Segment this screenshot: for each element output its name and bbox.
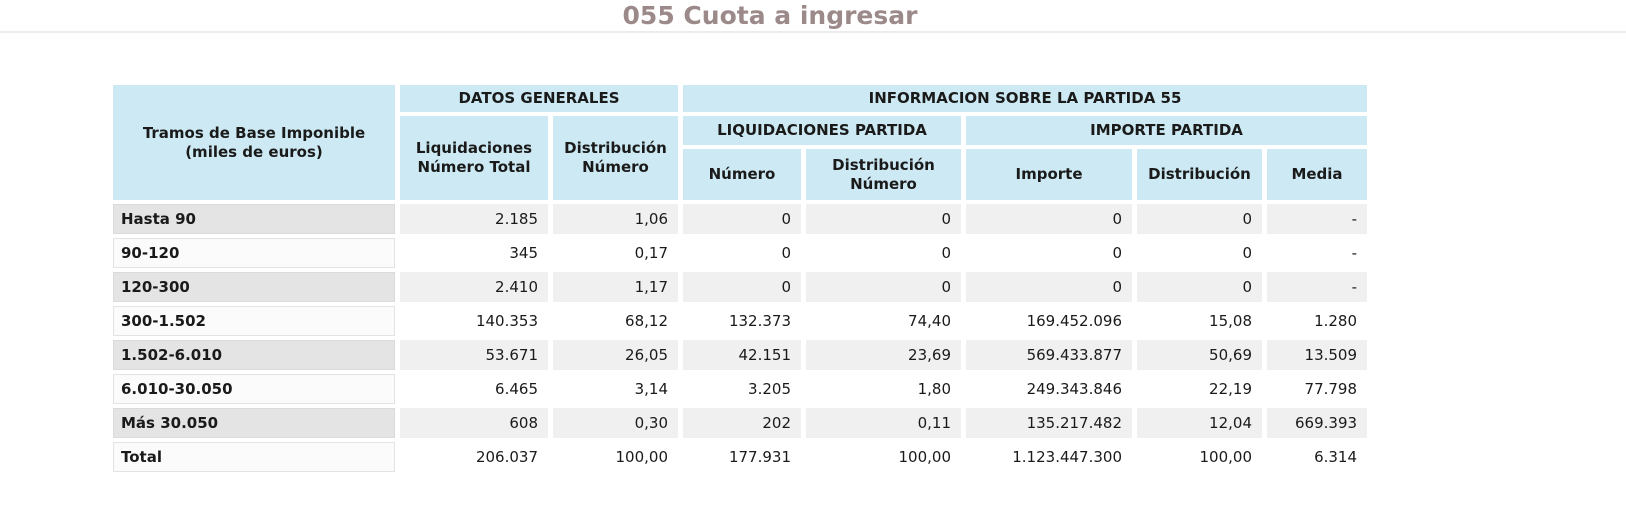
data-cell: 3.205 <box>683 374 801 404</box>
data-cell: 100,00 <box>806 442 961 472</box>
data-cell: 249.343.846 <box>966 374 1132 404</box>
table-row: Hasta 90 2.185 1,06 0 0 0 0 - <box>113 204 1368 234</box>
row-dimension-header-line1: Tramos de Base Imponible <box>142 123 366 142</box>
header-row-groups: Tramos de Base Imponible (miles de euros… <box>113 85 1368 200</box>
data-cell: 1,06 <box>553 204 678 234</box>
data-cell: 68,12 <box>553 306 678 336</box>
data-cell: 77.798 <box>1267 374 1368 404</box>
row-label: 300-1.502 <box>113 306 395 336</box>
data-cell: - <box>1267 272 1368 302</box>
column-header-liquidaciones-numero-total: Liquidaciones Número Total <box>400 116 548 200</box>
statistics-table: Tramos de Base Imponible (miles de euros… <box>108 81 1372 476</box>
data-cell: 140.353 <box>400 306 548 336</box>
data-cell: 345 <box>400 238 548 268</box>
row-dimension-header-line2: (miles de euros) <box>185 142 323 161</box>
table-row: 300-1.502 140.353 68,12 132.373 74,40 16… <box>113 306 1368 336</box>
table-row: 6.010-30.050 6.465 3,14 3.205 1,80 249.3… <box>113 374 1368 404</box>
row-label: 120-300 <box>113 272 395 302</box>
data-cell: 608 <box>400 408 548 438</box>
header-row-columns: Número Distribución Número Importe Distr… <box>113 149 1368 200</box>
data-cell: 6.465 <box>400 374 548 404</box>
data-cell: - <box>1267 238 1368 268</box>
data-cell: 74,40 <box>806 306 961 336</box>
table-row: 90-120 345 0,17 0 0 0 0 - <box>113 238 1368 268</box>
table-row: Más 30.050 608 0,30 202 0,11 135.217.482… <box>113 408 1368 438</box>
data-cell: 0 <box>1137 272 1262 302</box>
data-cell: 0 <box>1137 204 1262 234</box>
data-cell: 23,69 <box>806 340 961 370</box>
row-label: 6.010-30.050 <box>113 374 395 404</box>
data-cell: 13.509 <box>1267 340 1368 370</box>
row-label: Total <box>113 442 395 472</box>
data-cell: 206.037 <box>400 442 548 472</box>
table-row-total: Total 206.037 100,00 177.931 100,00 1.12… <box>113 442 1368 472</box>
row-label: Hasta 90 <box>113 204 395 234</box>
data-cell: 2.410 <box>400 272 548 302</box>
data-cell: 0 <box>683 272 801 302</box>
data-cell: 669.393 <box>1267 408 1368 438</box>
row-label: 90-120 <box>113 238 395 268</box>
table-row: 1.502-6.010 53.671 26,05 42.151 23,69 56… <box>113 340 1368 370</box>
data-cell: 26,05 <box>553 340 678 370</box>
data-cell: 50,69 <box>1137 340 1262 370</box>
column-header-distribucion-numero: Distribución Número <box>553 116 678 200</box>
subgroup-header-liquidaciones-partida: LIQUIDACIONES PARTIDA <box>683 116 961 145</box>
header-row-subgroups: Liquidaciones Número Total Distribución … <box>113 116 1368 200</box>
subgroup-header-importe-partida: IMPORTE PARTIDA <box>966 116 1368 145</box>
data-cell: 100,00 <box>1137 442 1262 472</box>
row-label: Más 30.050 <box>113 408 395 438</box>
data-cell: 6.314 <box>1267 442 1368 472</box>
data-cell: 0,11 <box>806 408 961 438</box>
data-cell: 0,17 <box>553 238 678 268</box>
group-header-datos-generales: DATOS GENERALES <box>400 85 678 112</box>
data-cell: 132.373 <box>683 306 801 336</box>
data-cell: 569.433.877 <box>966 340 1132 370</box>
data-cell: 53.671 <box>400 340 548 370</box>
data-cell: 0 <box>806 238 961 268</box>
data-cell: 0 <box>1137 238 1262 268</box>
data-cell: 135.217.482 <box>966 408 1132 438</box>
data-cell: 0 <box>683 238 801 268</box>
group-header-informacion-partida-55: INFORMACION SOBRE LA PARTIDA 55 <box>683 85 1368 112</box>
row-label: 1.502-6.010 <box>113 340 395 370</box>
data-cell: 2.185 <box>400 204 548 234</box>
data-cell: 1,80 <box>806 374 961 404</box>
data-cell: 1.123.447.300 <box>966 442 1132 472</box>
data-cell: 0 <box>683 204 801 234</box>
data-cell: - <box>1267 204 1368 234</box>
data-cell: 0 <box>966 238 1132 268</box>
data-cell: 1.280 <box>1267 306 1368 336</box>
data-cell: 22,19 <box>1137 374 1262 404</box>
page-title: 055 Cuota a ingresar <box>622 1 918 30</box>
table-row: 120-300 2.410 1,17 0 0 0 0 - <box>113 272 1368 302</box>
data-cell: 3,14 <box>553 374 678 404</box>
data-cell: 0,30 <box>553 408 678 438</box>
column-header-importe: Importe <box>966 149 1132 200</box>
data-cell: 0 <box>806 272 961 302</box>
data-cell: 12,04 <box>1137 408 1262 438</box>
column-header-distribucion: Distribución <box>1137 149 1262 200</box>
data-cell: 100,00 <box>553 442 678 472</box>
data-cell: 1,17 <box>553 272 678 302</box>
data-cell: 202 <box>683 408 801 438</box>
title-divider <box>0 31 1626 33</box>
column-header-distribucion-numero-partida: Distribución Número <box>806 149 961 200</box>
data-cell: 169.452.096 <box>966 306 1132 336</box>
data-cell: 0 <box>966 272 1132 302</box>
data-cell: 0 <box>966 204 1132 234</box>
data-cell: 15,08 <box>1137 306 1262 336</box>
column-header-media: Media <box>1267 149 1368 200</box>
data-cell: 42.151 <box>683 340 801 370</box>
column-header-numero: Número <box>683 149 801 200</box>
row-dimension-header: Tramos de Base Imponible (miles de euros… <box>113 85 395 200</box>
data-cell: 0 <box>806 204 961 234</box>
data-cell: 177.931 <box>683 442 801 472</box>
